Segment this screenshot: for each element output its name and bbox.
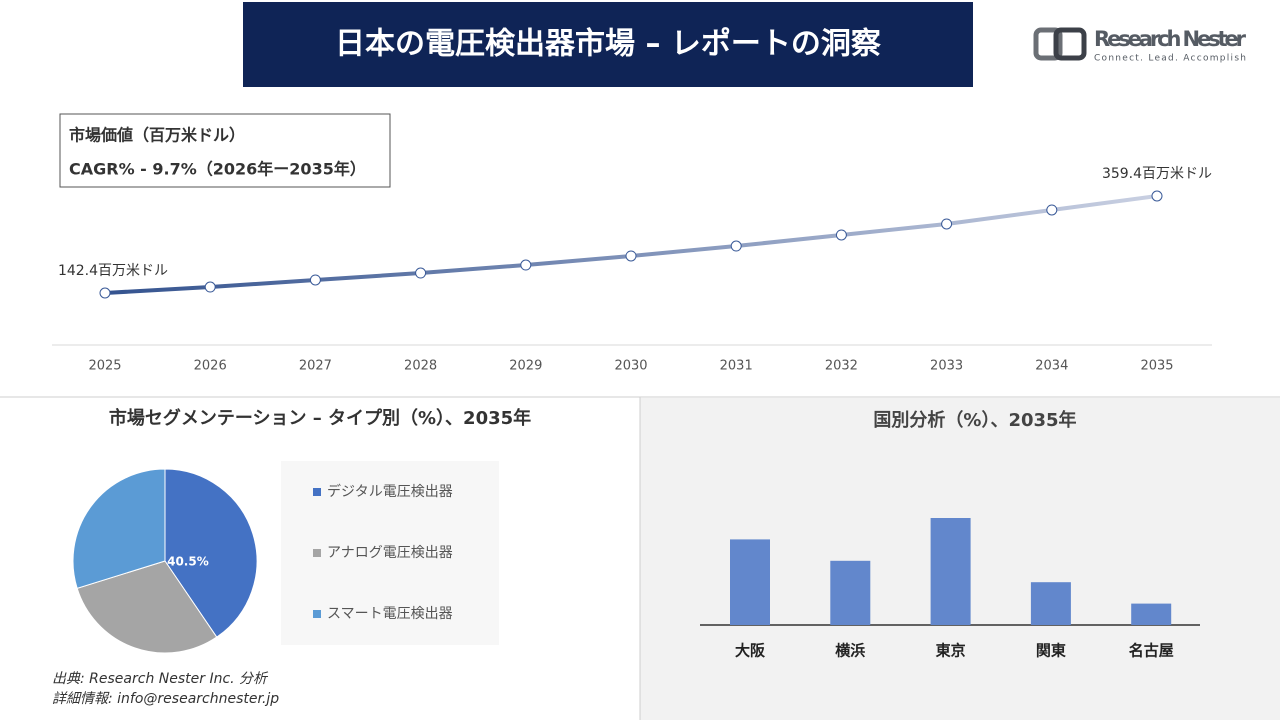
point xyxy=(625,250,637,262)
x-tick-label: 名古屋 xyxy=(1129,642,1174,660)
legend-label: アナログ電圧検出器 xyxy=(327,545,453,561)
page-title: 日本の電圧検出器市場 – レポートの洞察 xyxy=(335,27,882,62)
line xyxy=(104,194,1158,295)
data-label: 142.4百万米ドル xyxy=(58,263,168,279)
x-tick-label: 関東 xyxy=(1036,642,1066,660)
x-tick-label: 東京 xyxy=(936,642,966,660)
bar xyxy=(830,560,871,625)
x-tick-label: 2034 xyxy=(1035,359,1068,374)
point xyxy=(1046,204,1058,216)
point xyxy=(730,240,742,252)
chart-title: 市場セグメンテーション – タイプ別（%）、2035年 xyxy=(109,407,531,429)
legend-label: スマート電圧検出器 xyxy=(327,606,453,622)
x-tick-label: 横浜 xyxy=(835,642,865,660)
info-box xyxy=(59,113,391,188)
x-tick-label: 2025 xyxy=(88,359,121,374)
logo-tagline: Connect. Lead. Accomplish xyxy=(1094,54,1246,64)
x-tick-label: 2028 xyxy=(404,359,437,374)
legend-label: デジタル電圧検出器 xyxy=(327,483,453,500)
legend-swatch xyxy=(313,549,321,557)
logo-name: Research Nester xyxy=(1094,27,1247,51)
point xyxy=(1151,190,1163,202)
x-tick-label: 2035 xyxy=(1140,359,1173,374)
logo-icon xyxy=(1033,27,1063,61)
x-tick-label: 2031 xyxy=(720,359,753,374)
data-label: 359.4百万米ドル xyxy=(1102,166,1212,182)
chart-title: 市場価値（百万米ドル） xyxy=(69,126,245,145)
point xyxy=(309,274,321,286)
point xyxy=(835,229,847,241)
bar xyxy=(1131,603,1172,625)
footer-source: 出典: Research Nester Inc. 分析 xyxy=(52,671,269,687)
x-tick-label: 2033 xyxy=(930,359,963,374)
point xyxy=(204,281,216,293)
pie-slice xyxy=(164,468,258,638)
x-tick-label: 2027 xyxy=(299,359,332,374)
footer-contact: 詳細情報: info@researchnester.jp xyxy=(52,691,279,707)
x-tick-label: 2026 xyxy=(194,359,227,374)
legend-swatch xyxy=(313,610,321,618)
x-tick-label: 2032 xyxy=(825,359,858,374)
pie-slice xyxy=(76,560,218,654)
x-tick-label: 2030 xyxy=(614,359,647,374)
point xyxy=(415,267,427,279)
chart-title: 国別分析（%）、2035年 xyxy=(873,409,1076,431)
x-tick-label: 大阪 xyxy=(735,642,766,660)
x-tick-label: 2029 xyxy=(509,359,542,374)
title-box xyxy=(243,2,973,87)
data-label: 40.5% xyxy=(167,554,209,568)
point xyxy=(941,218,953,230)
pie-slice xyxy=(72,468,166,589)
point xyxy=(520,259,532,271)
logo: Research Nester Connect. Lead. Accomplis… xyxy=(1033,27,1247,64)
bar xyxy=(730,539,770,625)
legend-swatch xyxy=(313,488,321,496)
bar xyxy=(1030,582,1071,625)
logo-icon xyxy=(1053,27,1087,61)
chart-subtitle: CAGR% - 9.7%（2026年ー2035年） xyxy=(69,160,366,179)
point xyxy=(99,287,111,299)
bar xyxy=(930,518,971,625)
